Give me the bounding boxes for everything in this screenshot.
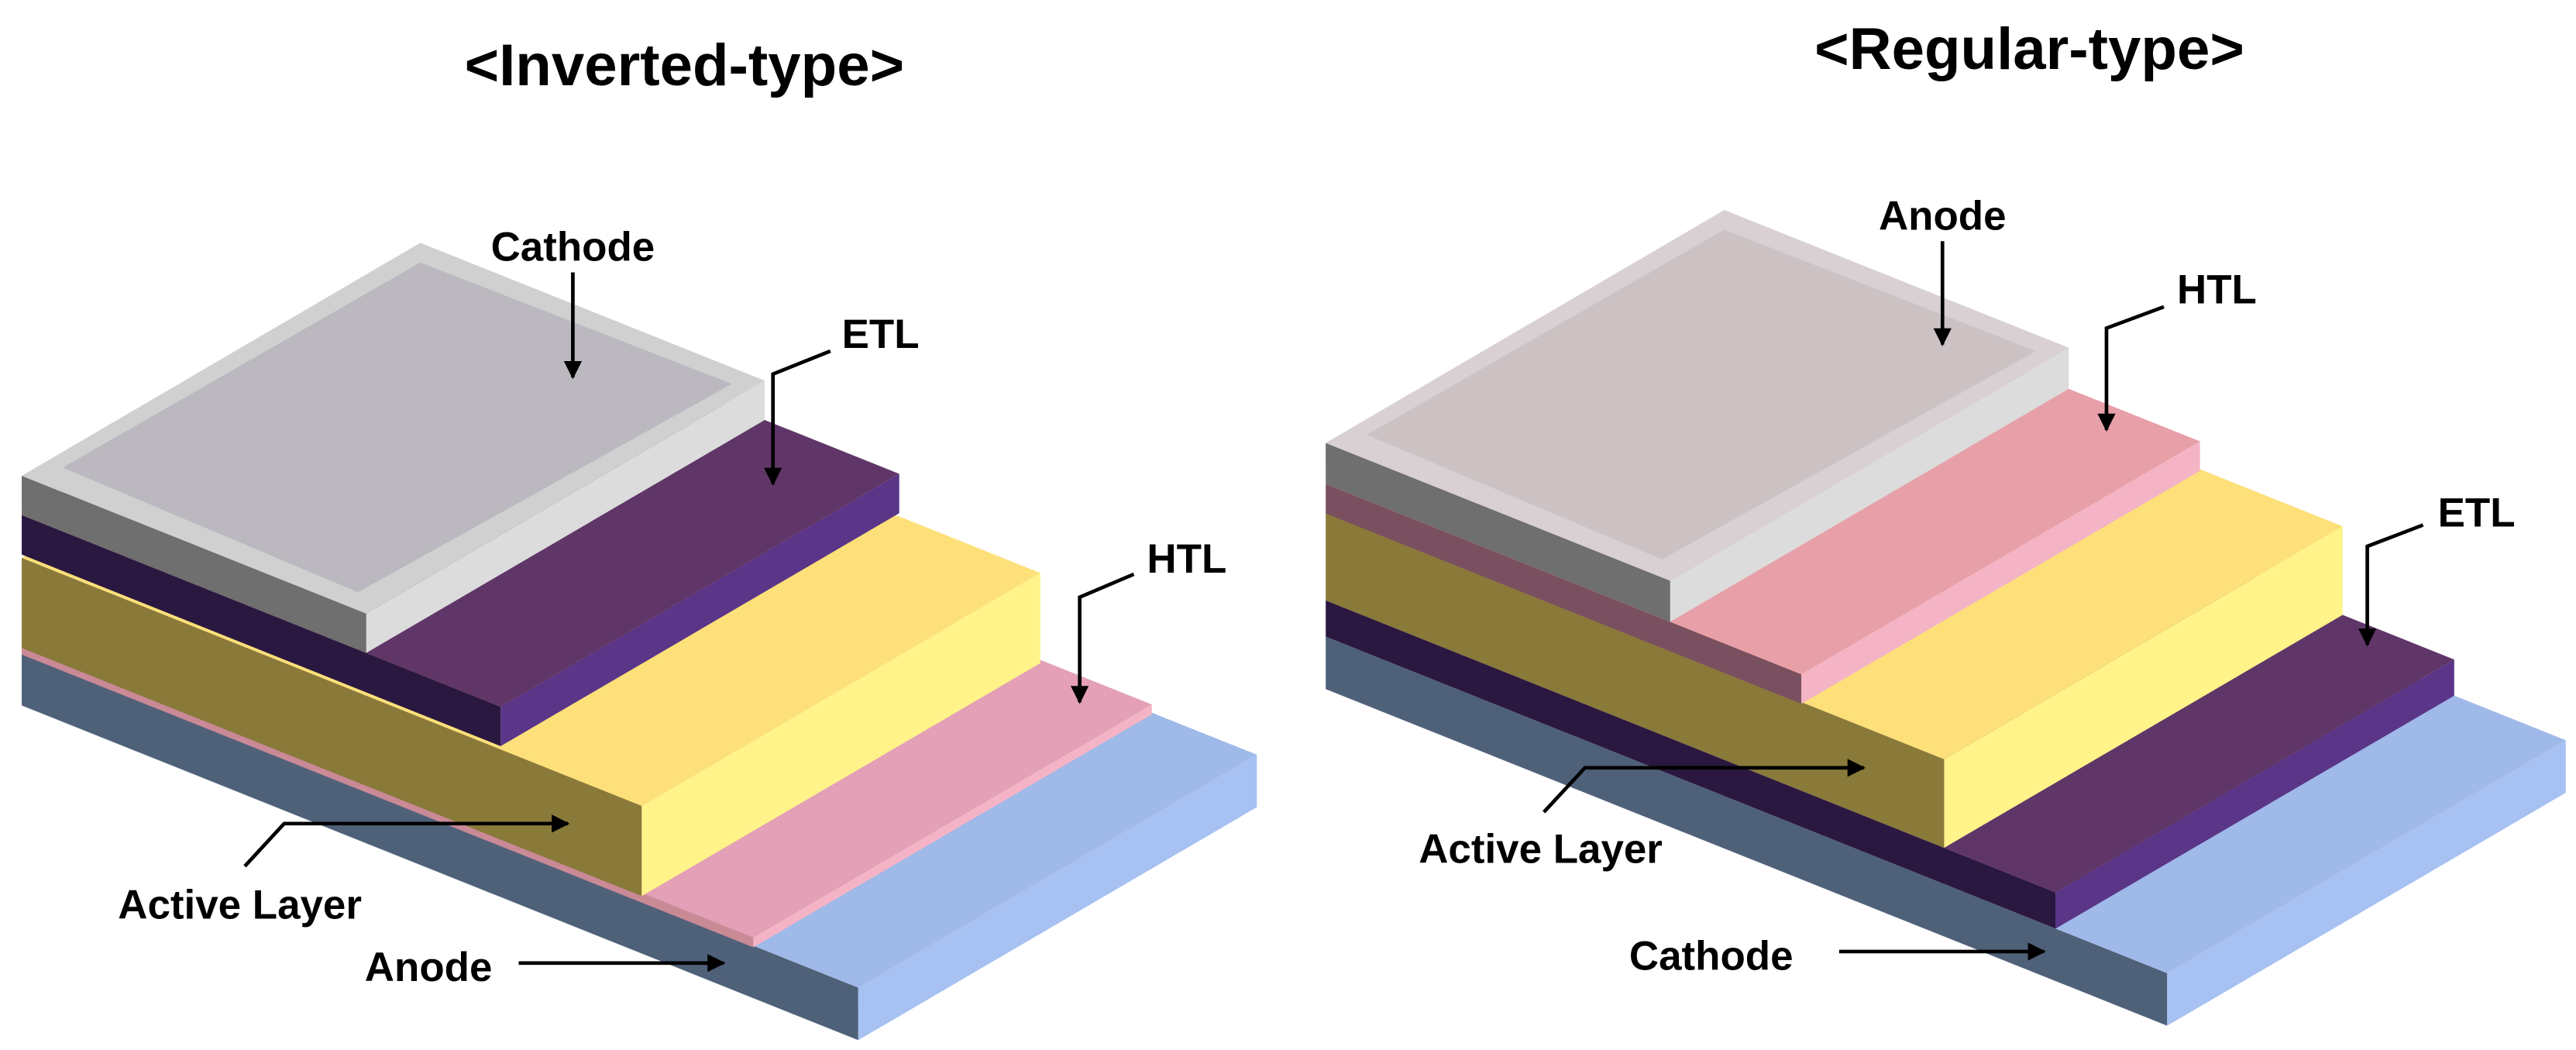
label-arrow bbox=[2358, 523, 2424, 647]
layer-top-inner bbox=[1367, 229, 2036, 559]
layer-side bbox=[1670, 347, 2069, 622]
layer-label: Cathode bbox=[491, 225, 655, 270]
layer-front bbox=[1326, 636, 2168, 1026]
layer-side bbox=[641, 573, 1040, 897]
label-arrow bbox=[243, 814, 570, 868]
layer-label: Anode bbox=[365, 945, 493, 990]
layer-side bbox=[858, 754, 1257, 1041]
layer-side bbox=[500, 473, 899, 746]
layer-side bbox=[366, 380, 765, 653]
layer-side bbox=[1801, 441, 2200, 704]
layer-front bbox=[22, 652, 858, 1041]
layer-label: HTL bbox=[1147, 536, 1226, 582]
layer-front bbox=[22, 515, 501, 746]
layer-side bbox=[2055, 659, 2454, 929]
label-arrow bbox=[1070, 572, 1135, 704]
layer-front bbox=[1326, 442, 1670, 622]
label-arrow bbox=[1543, 759, 1866, 814]
layer-top-inner bbox=[62, 262, 732, 593]
layer-label: ETL bbox=[842, 312, 920, 357]
layer-label: Cathode bbox=[1629, 933, 1794, 979]
layer-label: Anode bbox=[1879, 193, 2007, 239]
layer-front bbox=[22, 475, 366, 653]
label-arrow bbox=[764, 349, 831, 486]
layer-front bbox=[1326, 511, 1945, 849]
layer bbox=[1326, 210, 2069, 622]
layer-stacks bbox=[22, 210, 2566, 1041]
layer-label: Active Layer bbox=[1419, 827, 1663, 873]
arrows bbox=[243, 241, 2424, 973]
layer-label: ETL bbox=[2438, 491, 2516, 536]
layer-label: Active Layer bbox=[118, 883, 362, 928]
title: <Inverted-type> bbox=[465, 33, 905, 98]
layer-front bbox=[1326, 600, 2056, 929]
label-arrow bbox=[2097, 305, 2165, 432]
layer-side bbox=[1944, 526, 2343, 849]
layer-front bbox=[1326, 484, 1802, 704]
labels: <Inverted-type> <Regular-type> Cathode ET… bbox=[118, 16, 2515, 990]
layer-label: HTL bbox=[2177, 267, 2257, 313]
layer-side bbox=[753, 704, 1152, 948]
layer-front bbox=[22, 557, 642, 897]
layer bbox=[22, 243, 765, 653]
layer-side bbox=[2167, 740, 2566, 1026]
title: <Regular-type> bbox=[1814, 16, 2244, 82]
